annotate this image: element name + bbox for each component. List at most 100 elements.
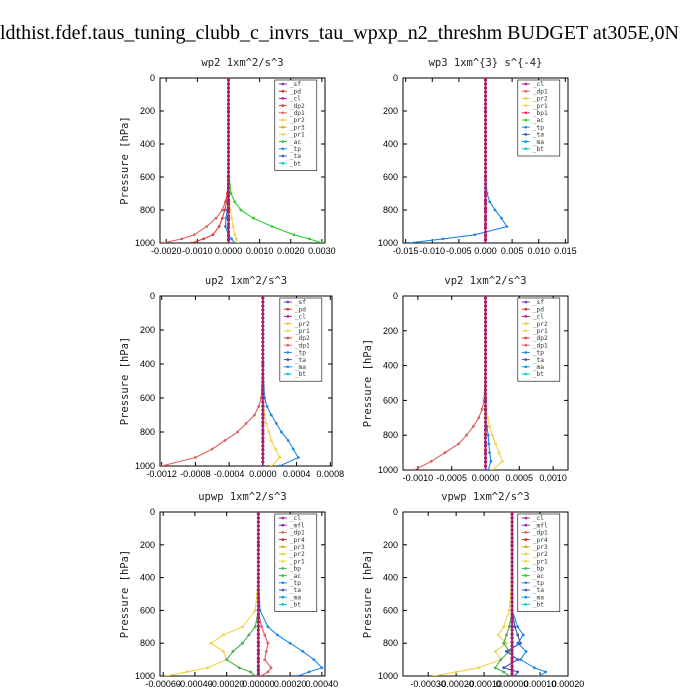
zero-marker	[256, 616, 260, 620]
data-point	[502, 670, 506, 674]
legend-marker	[524, 322, 528, 325]
zero-marker	[226, 202, 231, 206]
zero-marker	[510, 624, 514, 628]
y-tick-label: 800	[383, 638, 398, 648]
legend-marker	[286, 315, 290, 318]
x-tick-label: -0.0012	[146, 469, 177, 479]
zero-marker	[256, 572, 260, 576]
zero-marker	[483, 376, 488, 380]
zero-marker	[256, 580, 260, 584]
zero-marker	[261, 404, 265, 408]
y-axis-label: Pressure [hPa]	[119, 116, 131, 205]
zero-marker	[483, 364, 488, 368]
data-point	[499, 658, 503, 661]
series-group	[432, 512, 548, 676]
legend-marker	[281, 603, 285, 606]
data-point	[312, 658, 316, 661]
data-point	[320, 241, 324, 243]
legend-box	[517, 297, 561, 382]
data-point	[301, 650, 305, 653]
legend-marker	[281, 559, 285, 563]
zero-marker	[226, 154, 231, 158]
zero-marker	[256, 512, 260, 516]
y-tick-label: 200	[140, 106, 155, 116]
panel-title: wp2 1xm^2/s^3	[201, 57, 283, 69]
y-axis-label: Pressure [hPa]	[362, 339, 374, 428]
data-point	[274, 447, 277, 451]
legend-marker	[286, 372, 290, 376]
zero-marker	[483, 78, 488, 82]
data-point	[513, 674, 517, 676]
zero-marker	[510, 560, 514, 564]
zero-marker	[261, 448, 265, 452]
data-point	[269, 464, 273, 466]
zero-marker	[510, 628, 514, 632]
legend-label: _cl	[533, 515, 544, 522]
legend-label: _dp1	[533, 88, 548, 95]
zero-marker	[256, 564, 260, 568]
zero-marker	[510, 568, 514, 572]
y-tick-label: 200	[383, 540, 398, 550]
series-line-pr1	[166, 512, 259, 676]
legend-label: _ac	[533, 117, 544, 124]
zero-marker	[483, 340, 488, 344]
legend-label: _cl	[290, 515, 301, 522]
zero-marker	[483, 194, 488, 198]
data-point	[241, 625, 244, 629]
zero-marker	[261, 444, 265, 448]
zero-marker	[256, 556, 260, 560]
zero-marker	[226, 146, 231, 150]
legend-marker	[524, 336, 528, 340]
zero-marker	[510, 516, 514, 520]
x-tick-label: 0.0030	[308, 246, 336, 256]
legend-marker	[524, 307, 528, 311]
legend-label: _bt	[290, 160, 301, 167]
zero-marker	[510, 636, 514, 640]
data-point	[239, 208, 243, 212]
data-point	[231, 225, 235, 228]
data-point	[533, 666, 536, 670]
legend-label: _dp1	[290, 530, 305, 537]
data-point	[269, 439, 273, 442]
y-tick-label: 400	[383, 139, 398, 149]
zero-marker	[510, 556, 514, 560]
zero-marker	[261, 420, 265, 424]
legend-marker	[524, 329, 528, 333]
zero-marker	[256, 584, 260, 588]
legend-label: _dp2	[290, 103, 305, 110]
x-tick-label: 0.00020	[274, 679, 307, 689]
legend-label: _ta	[533, 587, 544, 594]
zero-marker	[256, 644, 260, 648]
data-point	[497, 451, 501, 454]
zero-marker	[483, 86, 488, 90]
zero-marker	[226, 114, 231, 118]
zero-marker	[261, 344, 265, 348]
legend-label: _bp	[290, 566, 301, 573]
zero-marker	[226, 102, 231, 106]
legend-marker	[524, 365, 528, 369]
legend-marker	[524, 545, 528, 549]
zero-marker	[256, 624, 260, 628]
zero-marker	[483, 456, 488, 460]
x-tick-label: 0.0000	[215, 246, 243, 256]
zero-marker	[483, 82, 488, 86]
zero-marker	[483, 98, 488, 102]
zero-marker	[510, 616, 514, 620]
zero-marker	[256, 568, 260, 572]
zero-marker	[510, 580, 514, 584]
data-point	[237, 666, 241, 670]
legend-marker	[524, 574, 528, 577]
data-point	[501, 459, 504, 463]
zero-marker	[483, 222, 488, 226]
zero-marker	[510, 656, 514, 660]
zero-marker	[226, 218, 231, 222]
zero-marker	[483, 106, 488, 110]
zero-marker	[226, 138, 231, 142]
zero-marker	[261, 440, 265, 444]
legend-label: _bp1	[533, 110, 548, 117]
zero-marker	[483, 428, 488, 432]
legend-label: _cl	[533, 314, 544, 321]
legend-marker	[281, 552, 285, 556]
legend-label: _dp2	[533, 335, 548, 342]
data-point	[217, 225, 221, 228]
